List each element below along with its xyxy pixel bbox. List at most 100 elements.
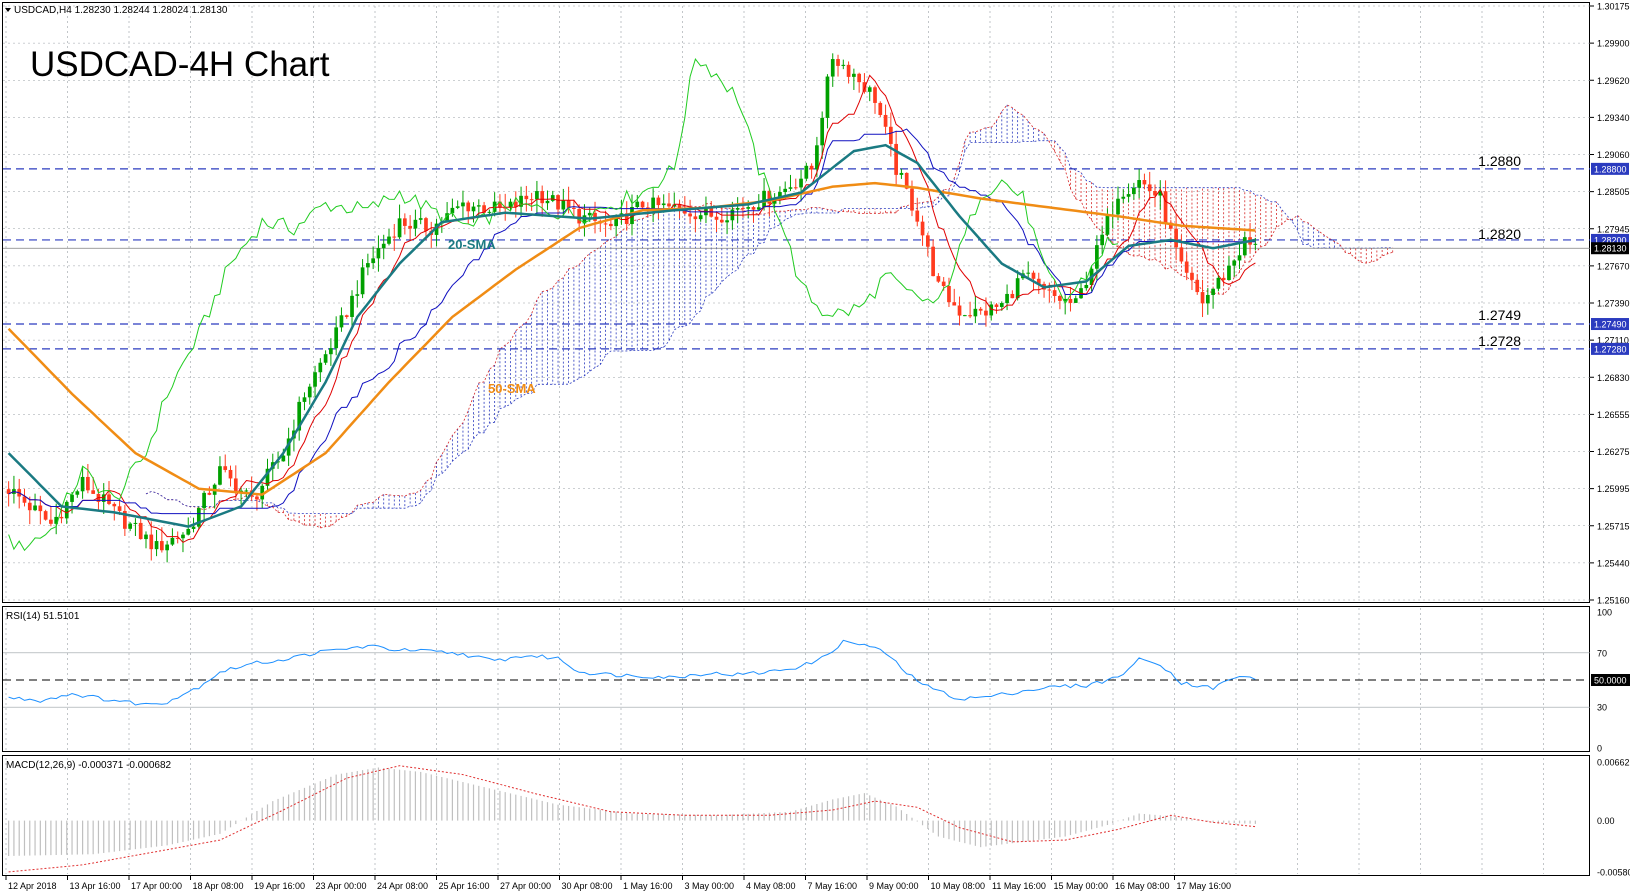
candle-body — [936, 276, 941, 282]
chart-title: USDCAD-4H Chart — [30, 45, 330, 84]
candle-body — [376, 248, 381, 259]
price-tick-label: 1.30175 — [1597, 2, 1630, 12]
level-axis-tag-1-bg — [1591, 162, 1629, 175]
candle-body — [344, 315, 349, 317]
candle-body — [862, 82, 867, 92]
candle-body — [1105, 215, 1110, 235]
candle-body — [207, 492, 212, 495]
candle-body — [529, 199, 534, 201]
candle-body — [735, 208, 740, 210]
candle-body — [815, 145, 819, 170]
candle-body — [920, 221, 925, 236]
price-tick-label: 1.29340 — [1597, 113, 1630, 123]
time-tick-label: 10 May 08:00 — [931, 881, 986, 891]
candle-body — [852, 73, 856, 77]
candle-body — [1142, 180, 1147, 185]
candle-body — [70, 494, 74, 502]
candle-body — [144, 534, 148, 540]
candle-body — [186, 528, 191, 535]
candle-body — [561, 200, 566, 210]
candle-body — [809, 165, 814, 170]
price-tick-label: 1.26275 — [1597, 447, 1630, 457]
candle-body — [461, 202, 465, 207]
price-tick-label: 1.27110 — [1597, 336, 1629, 346]
candle-body — [117, 506, 122, 511]
candle-body — [999, 303, 1004, 307]
candle-body — [550, 195, 555, 201]
time-tick-label: 23 Apr 00:00 — [316, 881, 367, 891]
candle-body — [202, 492, 206, 509]
candle-body — [1242, 237, 1247, 256]
rsi-line — [8, 639, 1256, 706]
candle-body — [334, 327, 339, 349]
candle-body — [22, 496, 27, 503]
candle-body — [286, 438, 291, 456]
candle-body — [984, 310, 988, 316]
sma20-annotation: 20-SMA — [448, 237, 496, 252]
candle-body — [43, 511, 48, 520]
time-tick-label: 7 May 16:00 — [808, 881, 858, 891]
candle-body — [1221, 277, 1226, 281]
candle-body — [434, 223, 439, 235]
candle-body — [387, 236, 391, 244]
candle-body — [957, 305, 962, 316]
price-tick-label: 1.29900 — [1597, 39, 1630, 49]
candle-body — [233, 478, 238, 493]
candle-body — [54, 516, 59, 524]
candle-body — [519, 195, 523, 207]
candle-body — [355, 294, 360, 296]
candle-body — [1200, 292, 1205, 304]
level-label-2: 1.2820 — [1478, 226, 1521, 242]
level-axis-tag-1: 1.28800 — [1594, 164, 1627, 174]
candle-body — [804, 165, 809, 179]
candle-body — [101, 494, 106, 502]
candle-body — [656, 197, 661, 206]
candle-body — [698, 215, 703, 220]
candle-body — [508, 201, 513, 208]
time-tick-label: 4 May 08:00 — [746, 881, 796, 891]
candle-body — [123, 510, 127, 529]
candle-body — [397, 218, 402, 238]
time-tick-label: 1 May 16:00 — [623, 881, 673, 891]
candle-body — [624, 213, 629, 225]
candle-body — [1205, 294, 1210, 304]
candle-body — [1163, 191, 1168, 223]
level-label-1: 1.2880 — [1478, 153, 1521, 169]
horizontal-levels — [3, 168, 1590, 350]
candle-body — [408, 225, 412, 229]
candle-body — [1126, 194, 1131, 197]
candle-body — [1237, 255, 1242, 261]
candle-body — [566, 200, 571, 208]
candle-body — [640, 201, 645, 208]
price-tick-label: 1.25160 — [1597, 596, 1630, 606]
candle-body — [402, 218, 407, 226]
candle-body — [49, 519, 53, 524]
level-axis-tag-4-bg — [1591, 342, 1629, 355]
candle-body — [329, 348, 333, 355]
candle-body — [846, 64, 851, 77]
candle-body — [867, 87, 872, 92]
price-tick-label: 1.26830 — [1597, 373, 1630, 383]
candle-body — [33, 505, 37, 511]
kijun-line — [8, 128, 1256, 515]
candlesticks — [6, 53, 1258, 563]
candle-body — [159, 541, 164, 551]
candle-body — [952, 302, 957, 306]
time-tick-label: 30 Apr 08:00 — [562, 881, 613, 891]
candle-body — [59, 516, 64, 519]
candle-body — [476, 205, 481, 207]
candle-body — [318, 362, 323, 373]
candle-body — [1015, 278, 1020, 299]
candle-body — [471, 206, 476, 212]
candle-body — [255, 496, 259, 500]
candle-body — [1153, 191, 1157, 196]
candle-body — [762, 190, 766, 208]
candle-body — [228, 469, 233, 479]
candle-body — [793, 187, 798, 189]
candle-body — [170, 537, 175, 545]
candle-body — [218, 466, 222, 485]
candle-body — [265, 468, 270, 486]
candle-body — [651, 197, 655, 211]
candle-body — [556, 195, 560, 210]
